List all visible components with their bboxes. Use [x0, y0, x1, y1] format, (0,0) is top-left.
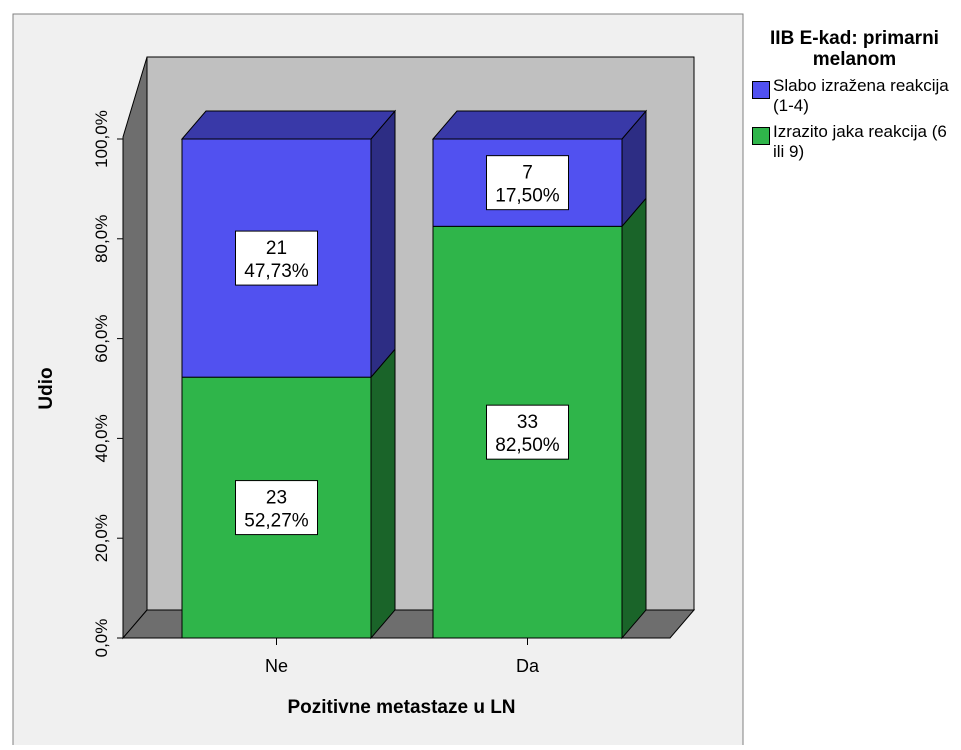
data-label-percent: 52,27%: [244, 511, 309, 532]
data-label-count: 23: [266, 488, 287, 509]
bar-top: [180, 110, 397, 140]
bar-side: [621, 196, 647, 640]
y-tick-label: 40,0%: [92, 414, 111, 462]
legend-swatch-izrazito: [752, 127, 770, 145]
legend-item-slabo: Slabo izražena reakcija (1-4): [752, 76, 957, 116]
y-tick-label: 60,0%: [92, 314, 111, 362]
y-tick-label: 80,0%: [92, 215, 111, 263]
y-tick-label: 20,0%: [92, 514, 111, 562]
bar-side: [370, 109, 396, 379]
legend-item-izrazito: Izrazito jaka reakcija (6 ili 9): [752, 122, 957, 162]
x-tick-label: Da: [516, 656, 540, 676]
data-label-box: [486, 404, 569, 460]
data-label-box: [486, 155, 569, 211]
data-label-count: 21: [266, 238, 287, 259]
y-tick-label: 100,0%: [92, 110, 111, 168]
y-tick-label: 0,0%: [92, 619, 111, 658]
legend-label-izrazito: Izrazito jaka reakcija (6 ili 9): [773, 122, 947, 161]
data-label-box: [235, 480, 318, 536]
legend-title: IIB E-kad: primarni melanom: [770, 28, 939, 70]
data-label-box: [235, 230, 318, 286]
bar-top: [431, 110, 648, 140]
data-label-percent: 82,50%: [495, 435, 560, 456]
x-tick-label: Ne: [265, 656, 288, 676]
bar-side: [370, 347, 396, 640]
data-label-count: 33: [517, 412, 538, 433]
data-label-percent: 47,73%: [244, 261, 309, 282]
legend-swatch-slabo: [752, 81, 770, 99]
legend: IIB E-kad: primarni melanom Slabo izraže…: [752, 28, 957, 162]
x-axis-title: Pozitivne metastaze u LN: [287, 697, 515, 718]
data-label-count: 7: [522, 163, 533, 184]
legend-label-slabo: Slabo izražena reakcija (1-4): [773, 76, 949, 115]
left-wall: [122, 56, 148, 640]
y-axis-title: Udio: [36, 367, 57, 409]
data-label-percent: 17,50%: [495, 186, 560, 207]
